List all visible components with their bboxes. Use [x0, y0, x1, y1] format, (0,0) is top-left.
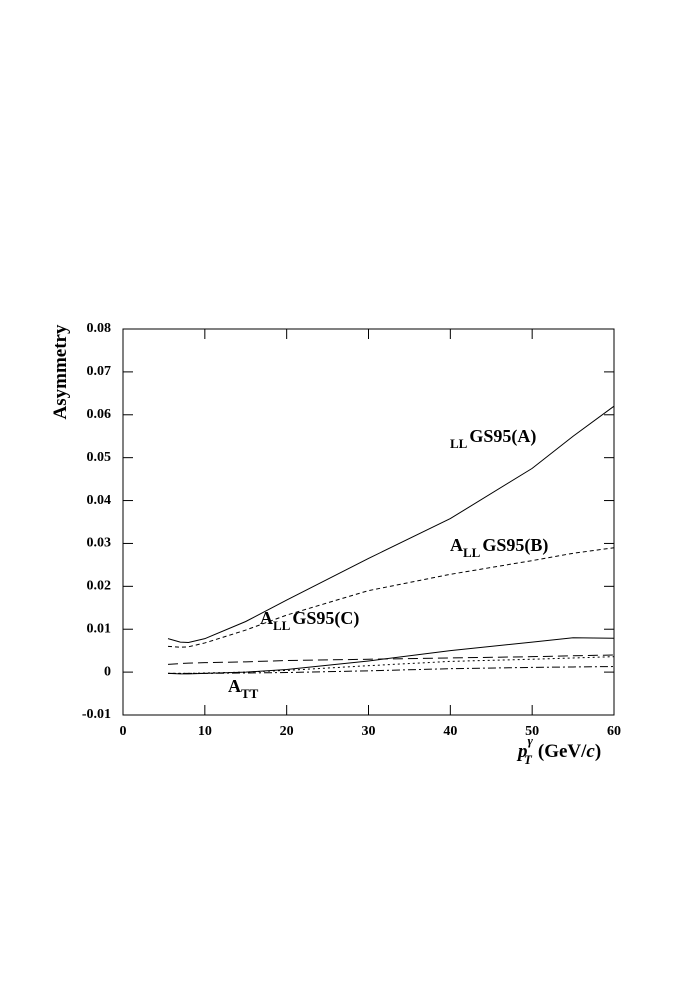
annotation-rest: GS95(A): [469, 426, 536, 447]
x-tick-label: 50: [525, 724, 539, 739]
series-line: [167, 637, 615, 675]
annotation-main: A: [260, 608, 273, 628]
annotation-sub: TT: [241, 686, 259, 701]
series-line: [167, 405, 615, 644]
annotation: LL GS95(A): [450, 426, 536, 451]
annotation: ALL GS95(B): [450, 535, 548, 560]
x-label-p: p: [516, 741, 528, 762]
x-tick-label: 60: [607, 724, 621, 739]
y-tick-label: 0.01: [87, 621, 112, 636]
x-tick-label: 10: [198, 724, 212, 739]
series-line: [168, 656, 615, 674]
annotation-main: A: [228, 676, 241, 696]
x-tick-label: 30: [362, 724, 376, 739]
x-axis-label: pγ T (GeV/c): [516, 733, 601, 767]
y-tick-label: 0.04: [87, 493, 112, 508]
y-tick-label: 0.06: [87, 407, 112, 422]
annotation-main: A: [450, 535, 463, 555]
x-tick-label: 40: [443, 724, 457, 739]
annotation: ATT: [228, 676, 259, 701]
annotation-sub: LL: [450, 436, 468, 451]
annotation-sub: LL: [273, 618, 291, 633]
x-label-unit: (GeV/: [538, 741, 587, 762]
y-tick-label: 0.08: [87, 321, 112, 336]
plot-frame: [122, 328, 615, 716]
x-tick-label: 0: [120, 724, 127, 739]
y-tick-label: 0.02: [87, 579, 112, 594]
y-axis-label: Asymmetry: [50, 324, 71, 419]
annotation: ALL GS95(C): [260, 608, 359, 633]
x-tick-label: 20: [280, 724, 294, 739]
series-line: [168, 666, 615, 674]
series-line: [167, 654, 615, 665]
x-label-unit-c: c: [586, 741, 595, 762]
annotation-rest: GS95(C): [292, 608, 359, 629]
annotation-sub: LL: [463, 545, 481, 560]
y-tick-label: -0.01: [82, 707, 111, 722]
y-tick-label: 0.05: [87, 450, 112, 465]
annotation-rest: GS95(B): [482, 535, 548, 556]
x-label-unit-end: ): [595, 741, 601, 762]
x-label-sup: γ: [528, 733, 534, 748]
y-tick-label: 0.03: [87, 536, 112, 551]
series-line: [167, 547, 615, 648]
y-tick-label: 0.07: [87, 364, 112, 379]
y-tick-label: 0: [104, 664, 111, 679]
x-label-sub: T: [524, 752, 533, 767]
